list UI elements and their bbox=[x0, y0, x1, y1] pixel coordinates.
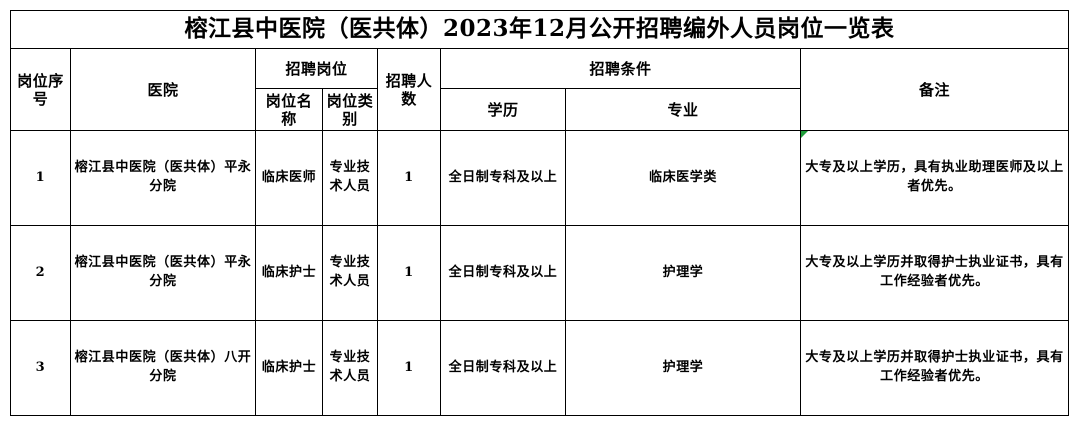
cell-seq: 2 bbox=[10, 225, 71, 321]
table-row: 3 榕江县中医院（医共体）八开分院 临床护士 专业技术人员 1 全日制专科及以上… bbox=[10, 320, 1070, 416]
column-header-education: 学历 bbox=[440, 88, 566, 131]
cell-count: 1 bbox=[377, 225, 441, 321]
column-header-count: 招聘人数 bbox=[377, 48, 441, 131]
cell-remark-text: 大专及以上学历，具有执业助理医师及以上者优先。 bbox=[805, 160, 1064, 194]
cell-remark: 大专及以上学历并取得护士执业证书，具有工作经验者优先。 bbox=[799, 320, 1070, 416]
cell-remark: 大专及以上学历并取得护士执业证书，具有工作经验者优先。 bbox=[799, 225, 1070, 321]
cell-major: 护理学 bbox=[565, 320, 801, 416]
column-header-post-name: 岗位名称 bbox=[255, 88, 323, 131]
cell-post-type: 专业技术人员 bbox=[322, 320, 378, 416]
comment-indicator-icon bbox=[801, 131, 808, 138]
column-header-post-group: 招聘岗位 bbox=[255, 48, 378, 89]
cell-education: 全日制专科及以上 bbox=[440, 130, 566, 226]
column-header-major: 专业 bbox=[565, 88, 801, 131]
cell-major: 护理学 bbox=[565, 225, 801, 321]
table-row: 1 榕江县中医院（医共体）平永分院 临床医师 专业技术人员 1 全日制专科及以上… bbox=[10, 130, 1070, 226]
column-header-remark: 备注 bbox=[799, 48, 1070, 131]
cell-remark: 大专及以上学历，具有执业助理医师及以上者优先。 bbox=[799, 130, 1070, 226]
page-title: 榕江县中医院（医共体）2023年12月公开招聘编外人员岗位一览表 bbox=[9, 10, 1070, 49]
cell-seq: 3 bbox=[10, 320, 71, 416]
header-row-top: 岗位序号 医院 招聘岗位 招聘人数 招聘条件 备注 bbox=[10, 48, 1070, 131]
column-header-condition-group: 招聘条件 bbox=[440, 48, 801, 89]
column-header-post-type: 岗位类别 bbox=[322, 88, 378, 131]
cell-post-name: 临床医师 bbox=[255, 130, 323, 226]
table-row: 2 榕江县中医院（医共体）平永分院 临床护士 专业技术人员 1 全日制专科及以上… bbox=[10, 225, 1070, 321]
cell-count: 1 bbox=[377, 320, 441, 416]
cell-count: 1 bbox=[377, 130, 441, 226]
cell-education: 全日制专科及以上 bbox=[440, 320, 566, 416]
cell-major: 临床医学类 bbox=[565, 130, 801, 226]
column-header-hospital: 医院 bbox=[70, 48, 256, 131]
cell-education: 全日制专科及以上 bbox=[440, 225, 566, 321]
title-row: 榕江县中医院（医共体）2023年12月公开招聘编外人员岗位一览表 bbox=[9, 10, 1070, 49]
recruitment-table: 榕江县中医院（医共体）2023年12月公开招聘编外人员岗位一览表 岗位序号 医院… bbox=[9, 10, 1070, 416]
cell-post-name: 临床护士 bbox=[255, 320, 323, 416]
cell-hospital: 榕江县中医院（医共体）平永分院 bbox=[70, 225, 256, 321]
column-header-seq: 岗位序号 bbox=[10, 48, 71, 131]
cell-hospital: 榕江县中医院（医共体）八开分院 bbox=[70, 320, 256, 416]
cell-seq: 1 bbox=[10, 130, 71, 226]
header-row-bottom: 岗位名称 岗位类别 学历 专业 bbox=[11, 88, 1069, 131]
cell-post-type: 专业技术人员 bbox=[322, 225, 378, 321]
cell-hospital: 榕江县中医院（医共体）平永分院 bbox=[70, 130, 256, 226]
cell-post-type: 专业技术人员 bbox=[322, 130, 378, 226]
cell-post-name: 临床护士 bbox=[255, 225, 323, 321]
